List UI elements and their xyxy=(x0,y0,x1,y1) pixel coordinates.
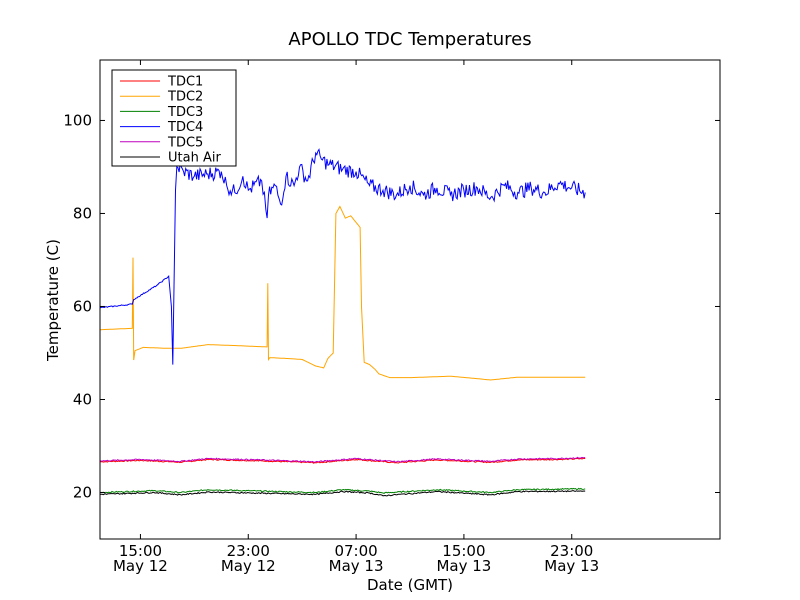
x-axis-label: Date (GMT) xyxy=(367,576,453,594)
x-tick-label-time: 15:00 xyxy=(119,542,162,560)
series-line-utah-air xyxy=(99,490,586,497)
plot-area xyxy=(99,148,586,497)
series-line-tdc5 xyxy=(99,456,586,463)
x-tick-label-time: 07:00 xyxy=(334,542,377,560)
chart-title: APOLLO TDC Temperatures xyxy=(288,29,531,50)
y-tick-label: 100 xyxy=(63,111,92,129)
x-tick-label-date: May 12 xyxy=(113,557,168,575)
y-tick-label: 80 xyxy=(73,204,92,222)
x-tick-label-time: 23:00 xyxy=(550,542,593,560)
legend-label: TDC5 xyxy=(167,135,203,150)
series-line-tdc2 xyxy=(100,205,586,381)
x-tick-label-date: May 13 xyxy=(329,557,384,575)
y-tick-label: 20 xyxy=(73,483,92,501)
series-line-tdc4 xyxy=(99,148,586,365)
y-tick-label: 60 xyxy=(73,297,92,315)
series-line-tdc1 xyxy=(100,457,586,464)
series-line-tdc3 xyxy=(99,487,586,494)
legend-label: TDC3 xyxy=(167,105,203,120)
x-tick-label-time: 23:00 xyxy=(227,542,270,560)
legend-label: TDC1 xyxy=(167,75,203,90)
x-tick-label-time: 15:00 xyxy=(442,542,485,560)
legend-label: TDC4 xyxy=(167,120,203,135)
legend-label: Utah Air xyxy=(168,151,221,166)
plot-frame xyxy=(99,59,721,540)
x-tick-label-date: May 13 xyxy=(544,557,599,575)
x-tick-label-date: May 12 xyxy=(221,557,276,575)
y-tick-label: 40 xyxy=(73,390,92,408)
x-tick-label-date: May 13 xyxy=(436,557,491,575)
y-axis-label: Temperature (C) xyxy=(44,239,62,362)
legend-label: TDC2 xyxy=(167,90,203,105)
legend-box xyxy=(111,69,237,167)
